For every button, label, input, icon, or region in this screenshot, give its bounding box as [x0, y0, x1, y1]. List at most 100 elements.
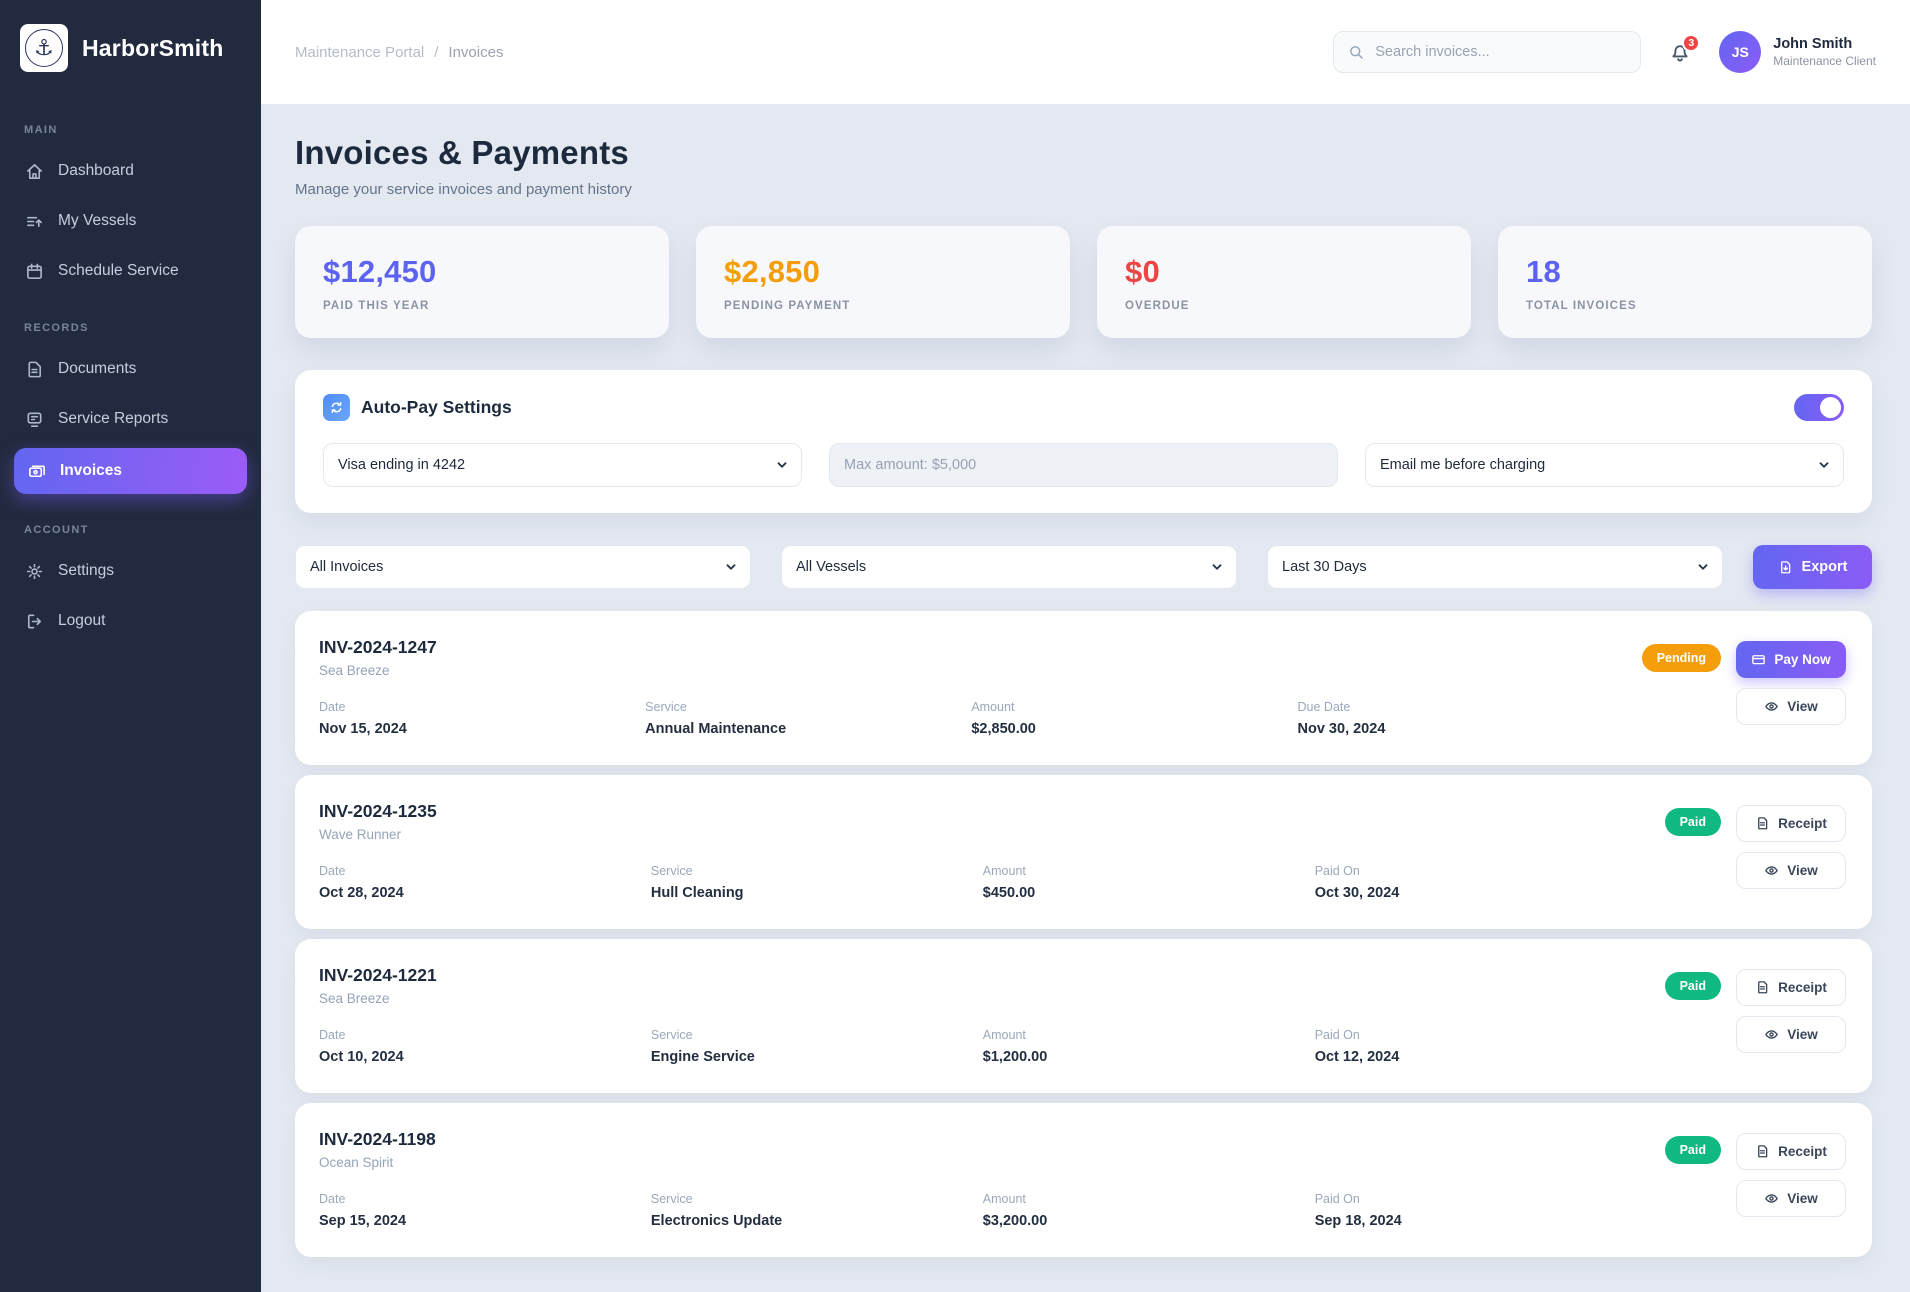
invoice-list: INV-2024-1247 Sea Breeze Date Nov 15, 202… [295, 611, 1872, 1257]
field-value: Nov 15, 2024 [319, 721, 407, 737]
eye-icon [1764, 1191, 1779, 1206]
invoice-filter-select[interactable]: All Invoices [295, 545, 751, 589]
field-value: Oct 30, 2024 [1314, 885, 1400, 901]
user-menu[interactable]: JS John Smith Maintenance Client [1719, 31, 1876, 73]
stat-value: 18 [1526, 254, 1561, 289]
sidebar-item-logout[interactable]: Logout [0, 598, 261, 644]
invoice-row: INV-2024-1247 Sea Breeze Date Nov 15, 202… [295, 611, 1872, 765]
search-input[interactable] [1375, 44, 1627, 60]
stat-value: $12,450 [323, 254, 437, 289]
receipt-icon [1755, 816, 1770, 831]
sidebar-item-invoices[interactable]: Invoices [14, 448, 247, 494]
card-icon [1751, 652, 1766, 667]
gear-icon [24, 561, 44, 581]
report-icon [24, 409, 44, 429]
field-label: Due Date [1297, 700, 1351, 714]
sidebar-item-service-reports[interactable]: Service Reports [0, 396, 261, 442]
field-value: $3,200.00 [982, 1213, 1048, 1229]
sidebar-item-schedule-service[interactable]: Schedule Service [0, 248, 261, 294]
field-value: Nov 30, 2024 [1297, 721, 1386, 737]
eye-icon [1764, 863, 1779, 878]
sidebar-section-records: RECORDS [24, 322, 89, 334]
invoices-icon [26, 461, 46, 481]
field-label: Date [319, 864, 346, 878]
eye-icon [1764, 699, 1779, 714]
view-button[interactable]: View [1736, 1016, 1846, 1053]
field-value: $450.00 [982, 885, 1036, 901]
invoice-row: INV-2024-1198 Ocean Spirit Date Sep 15, 2… [295, 1103, 1872, 1257]
document-icon [24, 359, 44, 379]
sidebar-item-documents[interactable]: Documents [0, 346, 261, 392]
field-label: Service [650, 1028, 693, 1042]
invoice-vessel: Sea Breeze [319, 663, 390, 678]
toggle-knob [1820, 397, 1841, 418]
stats-row: $12,450 PAID THIS YEAR $2,850 PENDING PA… [295, 226, 1872, 338]
invoice-id: INV-2024-1221 [319, 965, 437, 985]
receipt-button[interactable]: Receipt [1736, 1133, 1846, 1170]
stat-card-paid-this-year: $12,450 PAID THIS YEAR [295, 226, 669, 338]
page-subtitle: Manage your service invoices and payment… [295, 181, 632, 198]
field-label: Amount [982, 864, 1026, 878]
breadcrumb-maintenance-portal[interactable]: Maintenance Portal [295, 43, 425, 61]
sidebar-item-my-vessels[interactable]: My Vessels [0, 198, 261, 244]
field-label: Service [645, 700, 687, 714]
field-label: Amount [971, 700, 1015, 714]
stat-label: OVERDUE [1125, 300, 1190, 312]
filter-row: All Invoices All Vessels Last 30 Days [295, 545, 1872, 589]
stat-card-pending-payment: $2,850 PENDING PAYMENT [696, 226, 1070, 338]
field-value: $1,200.00 [982, 1049, 1048, 1065]
stat-label: PAID THIS YEAR [323, 300, 430, 312]
field-label: Date [319, 1028, 346, 1042]
stat-card-total-invoices: 18 TOTAL INVOICES [1498, 226, 1872, 338]
autopay-toggle[interactable] [1794, 394, 1844, 421]
date-range-select[interactable]: Last 30 Days [1267, 545, 1723, 589]
receipt-icon [1755, 980, 1770, 995]
sidebar-item-settings[interactable]: Settings [0, 548, 261, 594]
invoice-vessel: Sea Breeze [319, 991, 390, 1006]
field-value: Hull Cleaning [650, 885, 744, 901]
field-value: Annual Maintenance [645, 721, 787, 737]
vessel-filter-select[interactable]: All Vessels [781, 545, 1237, 589]
sidebar-item-dashboard[interactable]: Dashboard [0, 148, 261, 194]
stat-value: $2,850 [724, 254, 821, 289]
status-badge: Paid [1664, 808, 1721, 836]
avatar: JS [1719, 31, 1762, 73]
calendar-icon [24, 261, 44, 281]
eye-icon [1764, 1027, 1779, 1042]
sidebar-section-account: ACCOUNT [24, 524, 89, 536]
field-label: Amount [982, 1028, 1026, 1042]
bell-icon [1669, 41, 1691, 63]
sync-icon [323, 394, 350, 421]
status-badge: Paid [1664, 972, 1721, 1000]
invoice-row: INV-2024-1235 Wave Runner Date Oct 28, 20… [295, 775, 1872, 929]
field-value: Oct 12, 2024 [1314, 1049, 1400, 1065]
receipt-button[interactable]: Receipt [1736, 969, 1846, 1006]
home-icon [24, 161, 44, 181]
max-amount-input[interactable] [829, 443, 1338, 487]
stat-value: $0 [1125, 254, 1160, 289]
view-button[interactable]: View [1736, 852, 1846, 889]
logout-icon [24, 611, 44, 631]
search-icon [1348, 44, 1365, 61]
receipt-button[interactable]: Receipt [1736, 805, 1846, 842]
autopay-title: Auto-Pay Settings [361, 397, 512, 417]
view-button[interactable]: View [1736, 1180, 1846, 1217]
brand-logo: ⚓ [20, 24, 68, 72]
export-icon [1778, 560, 1793, 575]
field-label: Paid On [1314, 864, 1360, 878]
field-value: Electronics Update [650, 1213, 783, 1229]
brand-name: HarborSmith [82, 34, 224, 61]
notifications-button[interactable]: 3 [1669, 34, 1701, 63]
payment-method-select[interactable]: Visa ending in 4242 [323, 443, 802, 487]
view-button[interactable]: View [1736, 688, 1846, 725]
field-label: Paid On [1314, 1028, 1360, 1042]
pay-now-button[interactable]: Pay Now [1736, 641, 1846, 678]
field-value: Engine Service [650, 1049, 755, 1065]
export-button[interactable]: Export [1753, 545, 1872, 589]
notify-option-select[interactable]: Email me before charging [1365, 443, 1844, 487]
breadcrumb-invoices: Invoices [448, 43, 504, 61]
field-label: Amount [982, 1192, 1026, 1206]
field-label: Date [319, 1192, 346, 1206]
breadcrumb: Maintenance Portal / Invoices [295, 44, 503, 61]
stat-label: PENDING PAYMENT [724, 300, 851, 312]
